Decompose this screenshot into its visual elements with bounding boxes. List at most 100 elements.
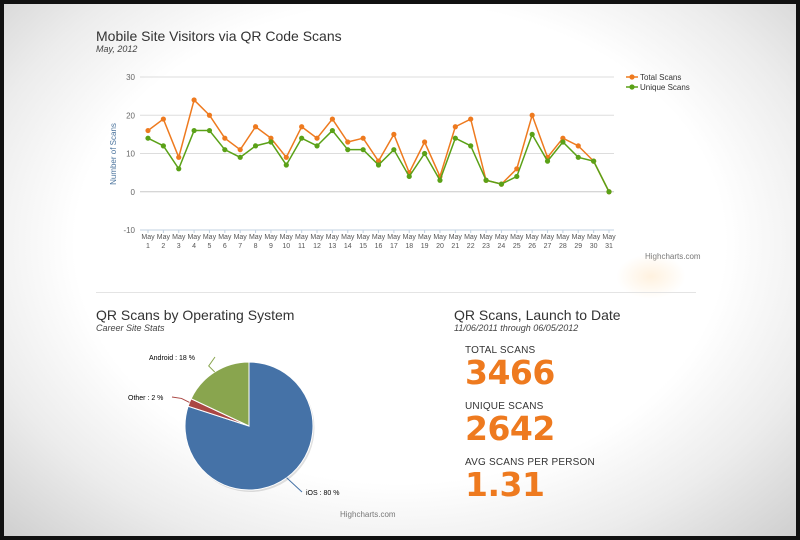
data-point <box>560 139 566 145</box>
data-point <box>237 147 243 153</box>
data-point <box>406 173 412 180</box>
data-point <box>575 143 581 149</box>
data-point <box>437 177 443 183</box>
data-point <box>360 135 366 141</box>
x-tick-label: May 28 <box>556 234 570 250</box>
data-point <box>575 154 581 160</box>
data-point <box>375 158 382 164</box>
data-point <box>329 127 335 134</box>
x-tick-label: May 9 <box>264 234 278 250</box>
data-point <box>145 135 151 141</box>
x-tick-label: May 19 <box>418 234 432 250</box>
data-point <box>191 127 197 134</box>
legend-item-label: Total Scans <box>640 73 681 82</box>
data-point <box>268 139 274 145</box>
data-point <box>191 97 197 103</box>
data-point <box>498 181 505 187</box>
x-tick-label: May 13 <box>326 234 340 250</box>
data-point <box>391 147 397 153</box>
total-scans-value: 3466 <box>465 353 555 392</box>
data-point <box>529 112 535 118</box>
data-point <box>314 135 320 141</box>
x-tick-label: May 20 <box>433 234 447 250</box>
x-tick-label: May 10 <box>280 234 294 250</box>
legend-marker <box>629 84 635 90</box>
avg-scans-label: AVG SCANS PER PERSON <box>465 457 595 468</box>
y-axis-label: Number of Scans <box>109 123 118 185</box>
x-tick-label: May 6 <box>218 234 232 250</box>
stats-title: QR Scans, Launch to Date <box>454 307 621 323</box>
series-line-total-scans <box>147 98 610 193</box>
x-tick-label: May 15 <box>357 234 371 250</box>
x-tick-label: May 23 <box>479 234 493 250</box>
x-tick-label: May 8 <box>249 234 263 250</box>
data-point <box>345 147 351 153</box>
y-tick-label: 10 <box>126 150 135 159</box>
data-point <box>468 143 474 149</box>
data-point <box>514 166 520 172</box>
pie-chart-subtitle: Career Site Stats <box>96 323 165 333</box>
stats-subtitle: 11/06/2011 through 06/05/2012 <box>454 323 579 333</box>
data-point <box>222 135 228 141</box>
pie-slice-android <box>190 361 250 427</box>
avg-scans-value: 1.31 <box>465 465 545 504</box>
x-tick-label: May 14 <box>341 234 355 250</box>
data-point <box>299 124 305 130</box>
data-point <box>606 189 612 195</box>
data-point <box>591 158 597 164</box>
data-point <box>160 116 166 122</box>
data-point <box>544 158 551 164</box>
data-point <box>268 135 274 141</box>
data-point <box>375 162 382 168</box>
legend-item-label: Unique Scans <box>640 83 690 92</box>
x-tick-label: May 30 <box>587 234 601 250</box>
data-point <box>329 116 335 122</box>
x-tick-label: May 4 <box>187 234 201 250</box>
x-tick-label: May 18 <box>403 234 417 250</box>
data-point <box>237 154 243 160</box>
section-divider <box>96 292 696 293</box>
data-point <box>314 143 320 149</box>
data-point <box>283 162 289 168</box>
data-point <box>252 124 259 130</box>
dashboard-frame: Mobile Site Visitors via QR Code Scans M… <box>4 4 796 536</box>
data-point <box>222 147 228 153</box>
data-point <box>283 154 289 160</box>
y-tick-label: 30 <box>126 73 135 82</box>
data-point <box>452 135 458 141</box>
x-tick-label: May 7 <box>234 234 248 250</box>
pie-chart-title: QR Scans by Operating System <box>96 307 295 323</box>
data-point <box>145 127 151 134</box>
pie-connector <box>171 396 190 403</box>
data-point <box>452 124 458 130</box>
data-point <box>160 143 166 149</box>
y-tick-label: 20 <box>126 111 135 120</box>
pie-chart-credit[interactable]: Highcharts.com <box>340 510 396 519</box>
pie-label-ios: iOS : 80 % <box>306 490 339 497</box>
legend-marker <box>629 74 635 80</box>
x-tick-label: May 1 <box>141 234 155 250</box>
unique-scans-label: UNIQUE SCANS <box>465 401 544 412</box>
data-point <box>176 154 182 160</box>
data-point <box>560 135 566 141</box>
x-tick-label: May 26 <box>526 234 540 250</box>
unique-scans-value: 2642 <box>465 409 555 448</box>
x-tick-label: May 22 <box>464 234 478 250</box>
data-point <box>422 139 428 145</box>
x-tick-label: May 2 <box>157 234 171 250</box>
data-point <box>252 143 259 149</box>
line-chart-credit[interactable]: Highcharts.com <box>645 252 701 261</box>
data-point <box>176 166 182 172</box>
x-tick-label: May 3 <box>172 234 186 250</box>
line-chart-subtitle: May, 2012 <box>96 44 138 54</box>
x-tick-label: May 24 <box>495 234 509 250</box>
data-point <box>206 127 213 134</box>
data-point <box>299 135 305 141</box>
decorative-glow <box>616 254 686 299</box>
x-tick-label: May 29 <box>572 234 586 250</box>
data-point <box>483 177 489 183</box>
pie-label-other: Other : 2 % <box>128 395 163 402</box>
data-point <box>468 116 474 122</box>
data-point <box>206 112 213 118</box>
